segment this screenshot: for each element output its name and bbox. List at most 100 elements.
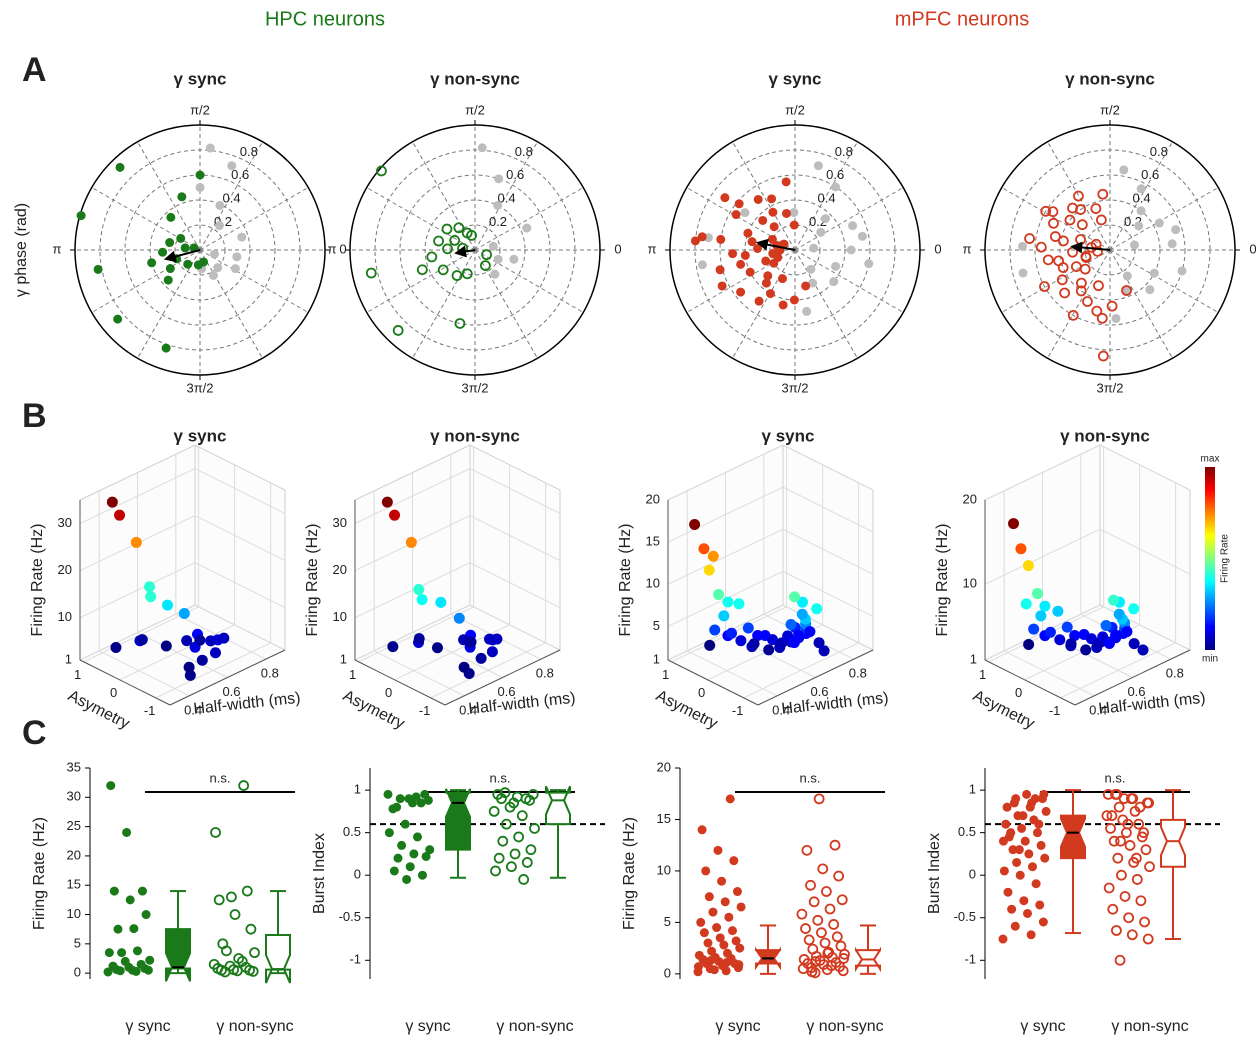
neuron-point: [1123, 912, 1135, 924]
neuron-point: [715, 265, 725, 275]
neuron-point: [113, 924, 123, 934]
background-point: [490, 269, 500, 279]
neuron-point: [405, 862, 415, 872]
neuron-point: [1048, 217, 1059, 229]
neuron-point: [404, 794, 414, 804]
neuron-point: [767, 194, 777, 204]
grid-circle: [1009, 149, 1211, 351]
chart-title: γ sync: [174, 69, 227, 88]
chart-title: γ non-sync: [1065, 69, 1155, 88]
neuron-point: [1124, 840, 1136, 851]
neuron-point: [789, 591, 801, 603]
spoke: [199, 249, 309, 313]
neuron-point: [1032, 588, 1043, 600]
neuron-point: [181, 635, 193, 647]
y-tick-label: -1: [964, 952, 976, 967]
y-tick-label: -1: [144, 703, 156, 718]
axis-line: [757, 649, 874, 706]
grid-circle: [1084, 224, 1136, 276]
neuron-point: [1103, 882, 1115, 894]
background-point: [208, 270, 218, 280]
background-point: [509, 254, 519, 264]
z-axis-label: Firing Rate (Hz): [29, 524, 46, 637]
neuron-point: [180, 243, 190, 253]
y-tick-label: 0: [354, 867, 361, 882]
neuron-point: [395, 794, 405, 804]
neuron-point: [1135, 895, 1147, 907]
neuron-point: [1008, 845, 1018, 855]
grid-line: [469, 562, 561, 609]
neuron-point: [453, 222, 465, 234]
background-point: [857, 231, 867, 241]
neuron-point: [1107, 903, 1119, 915]
neuron-point: [1076, 219, 1088, 231]
neuron-point: [486, 646, 498, 658]
background-point: [215, 201, 225, 211]
z-tick-label: 1: [970, 651, 977, 666]
category-label: γ sync: [405, 1018, 450, 1035]
angle-tick-label: π: [53, 241, 62, 256]
neuron-point: [1018, 811, 1028, 821]
neuron-point: [413, 633, 425, 645]
neuron-point: [781, 208, 791, 218]
grid-line: [373, 650, 465, 697]
background-point: [493, 200, 503, 210]
neuron-point: [805, 879, 816, 891]
neuron-point: [703, 564, 715, 576]
neuron-point: [722, 958, 732, 968]
neuron-point: [811, 603, 823, 615]
neuron-point: [1015, 543, 1027, 555]
neuron-point: [813, 637, 825, 649]
spoke: [1109, 249, 1173, 359]
neuron-point: [1024, 849, 1034, 859]
neuron-point: [781, 177, 791, 187]
axis-line: [1074, 649, 1191, 706]
neuron-point: [1026, 930, 1036, 940]
neuron-point: [76, 211, 86, 221]
neuron-point: [736, 287, 746, 297]
background-point: [232, 252, 242, 262]
category-label: γ sync: [1020, 1018, 1065, 1035]
background-point: [1130, 240, 1140, 250]
y-tick-label: 15: [67, 877, 81, 892]
neuron-point: [208, 958, 220, 970]
box: [1160, 818, 1186, 868]
background-point: [214, 221, 224, 231]
neuron-point: [1106, 810, 1118, 822]
neuron-point: [122, 827, 132, 837]
neuron-point: [475, 652, 487, 664]
neuron-point: [797, 596, 808, 608]
panel-letter: C: [22, 714, 47, 752]
grid-circle: [149, 199, 251, 301]
neuron-point: [777, 274, 787, 284]
neuron-point: [137, 886, 147, 896]
y-tick-label: 0: [385, 685, 392, 700]
neuron-point: [178, 608, 190, 620]
neuron-point: [1007, 904, 1017, 914]
neuron-point: [712, 923, 722, 933]
neuron-point: [1020, 836, 1030, 846]
neuron-point: [696, 917, 706, 927]
neuron-point: [735, 635, 747, 647]
z-axis-label: Firing Rate (Hz): [934, 524, 951, 637]
y-tick-label: 15: [657, 811, 671, 826]
neuron-point: [769, 222, 779, 232]
y-tick-label: -1: [349, 952, 361, 967]
neuron-point: [698, 543, 710, 555]
z-tick-label: 15: [646, 534, 660, 549]
background-point: [494, 174, 504, 184]
z-tick-label: 10: [646, 576, 660, 591]
neuron-point: [1138, 827, 1150, 839]
neuron-point: [1017, 823, 1027, 833]
background-point: [820, 214, 830, 224]
y-axis-label: Asymetry: [970, 687, 1037, 732]
neuron-point: [389, 866, 399, 876]
neuron-point: [388, 804, 398, 814]
grid-line: [98, 650, 190, 697]
neuron-point: [763, 644, 775, 656]
neuron-point: [416, 264, 428, 276]
neuron-point: [801, 281, 811, 291]
category-label: γ sync: [125, 1018, 170, 1035]
neuron-point: [713, 588, 725, 600]
